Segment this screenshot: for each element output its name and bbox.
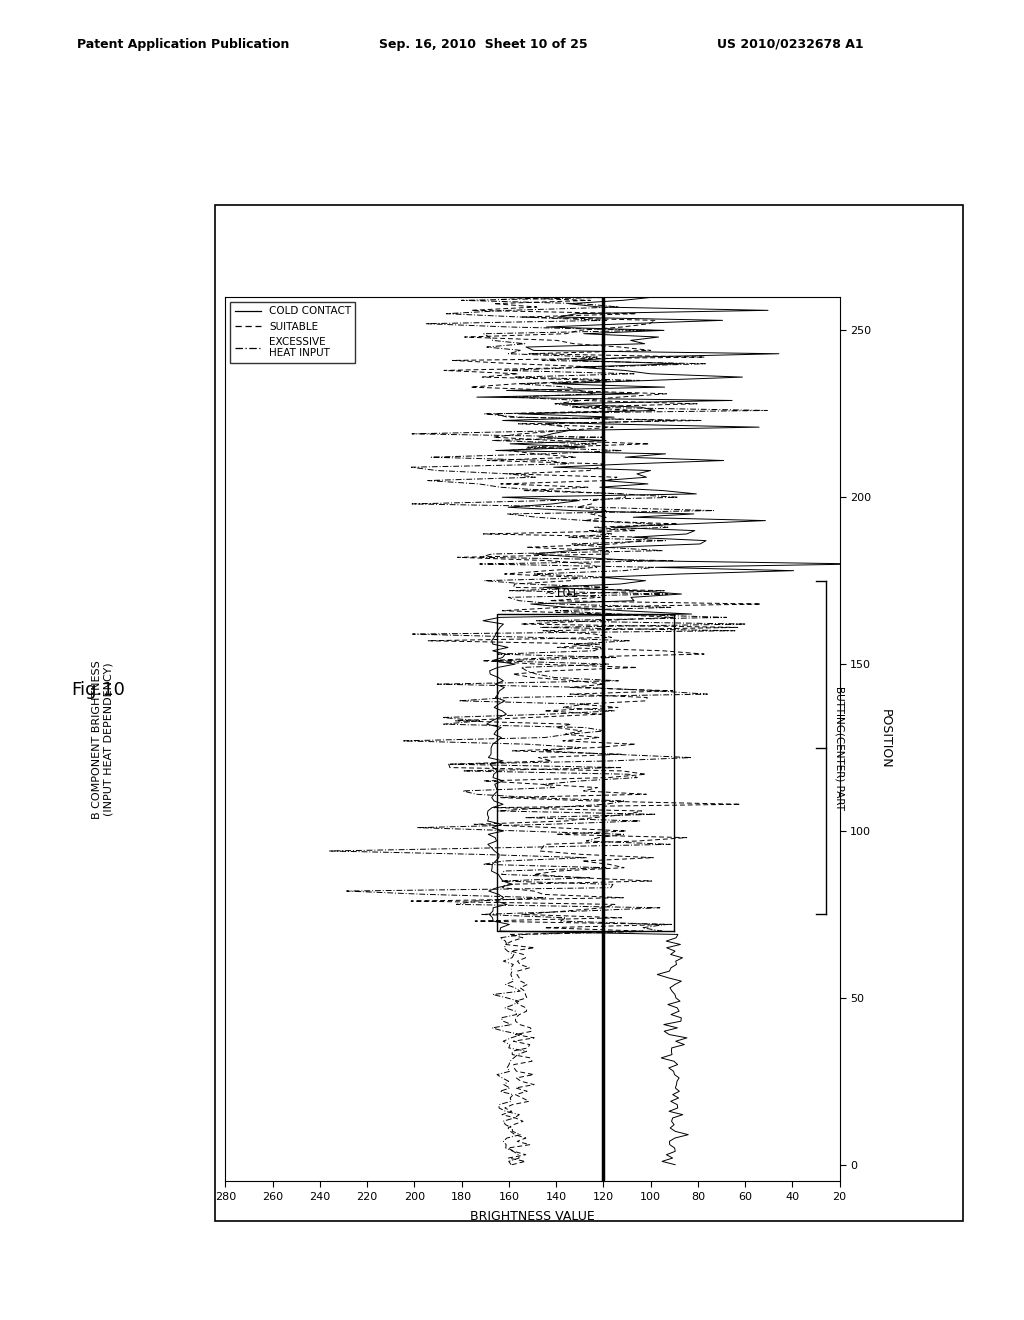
Text: US 2010/0232678 A1: US 2010/0232678 A1	[717, 37, 863, 50]
Text: BUTTING(CENTER) PART: BUTTING(CENTER) PART	[835, 685, 845, 809]
Text: B COMPONENT BRIGHTNESS
(INPUT HEAT DEPENDENCY): B COMPONENT BRIGHTNESS (INPUT HEAT DEPEN…	[91, 660, 114, 818]
Text: Patent Application Publication: Patent Application Publication	[77, 37, 289, 50]
Text: ~101: ~101	[545, 587, 579, 601]
Text: Sep. 16, 2010  Sheet 10 of 25: Sep. 16, 2010 Sheet 10 of 25	[379, 37, 588, 50]
Text: Fig.10: Fig.10	[72, 681, 126, 700]
Legend: COLD CONTACT, SUITABLE, EXCESSIVE
HEAT INPUT: COLD CONTACT, SUITABLE, EXCESSIVE HEAT I…	[230, 302, 355, 363]
X-axis label: BRIGHTNESS VALUE: BRIGHTNESS VALUE	[470, 1210, 595, 1224]
Y-axis label: POSITION: POSITION	[879, 709, 892, 770]
